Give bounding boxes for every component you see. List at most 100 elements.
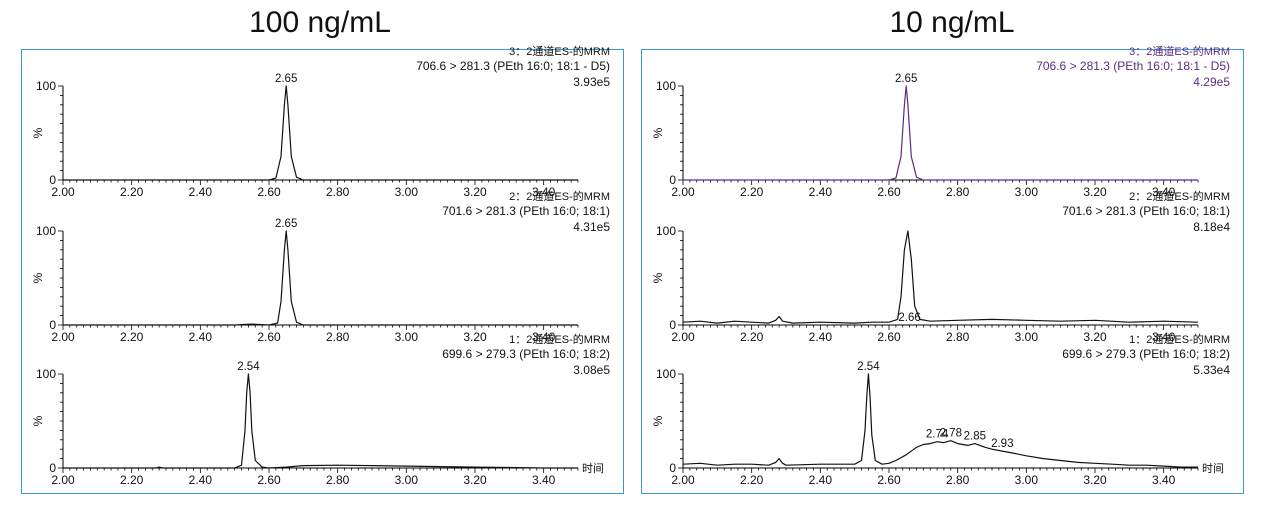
x-tick-label: 3.40 bbox=[532, 473, 556, 487]
x-tick-label: 2.40 bbox=[809, 185, 833, 199]
transition-label: 699.6 > 279.3 (PEth 16:0; 18:2) bbox=[442, 347, 610, 361]
x-tick-label: 2.60 bbox=[877, 473, 901, 487]
y-tick-label: 0 bbox=[669, 461, 676, 475]
x-tick-label: 2.60 bbox=[257, 185, 281, 199]
y-tick-label: 100 bbox=[656, 367, 676, 381]
trace-line bbox=[682, 373, 1198, 468]
chromatogram-trace-2: 2.00 2.20 2.40 2.60 2.80 3.00 3.20 3.40 0 100% 2.6… bbox=[31, 189, 610, 344]
y-tick-label: 100 bbox=[656, 224, 676, 238]
x-tick-label: 3.20 bbox=[1083, 185, 1107, 199]
x-tick-label: 2.60 bbox=[877, 185, 901, 199]
x-tick-label: 2.00 bbox=[671, 473, 695, 487]
x-tick-label: 3.00 bbox=[1015, 330, 1039, 344]
peak-label: 2.93 bbox=[991, 438, 1013, 450]
peak-label: 2.65 bbox=[895, 73, 917, 85]
x-tick-label: 2.80 bbox=[946, 473, 970, 487]
chromatogram-trace-1: 2.00 2.20 2.40 2.60 2.80 3.00 3.20 3.40 0 100% 2.6… bbox=[31, 44, 610, 199]
peak-label: 2.74 bbox=[926, 429, 949, 441]
x-tick-label: 2.20 bbox=[740, 330, 764, 344]
panel-title-left: 100 ng/mL bbox=[249, 6, 391, 39]
x-tick-label: 2.80 bbox=[946, 185, 970, 199]
x-tick-label: 3.20 bbox=[1083, 473, 1107, 487]
peak-label: 2.85 bbox=[964, 431, 986, 443]
channel-label: 3：2通道ES-的MRM bbox=[1129, 44, 1230, 58]
peak-label: 2.65 bbox=[275, 73, 297, 85]
intensity-label: 8.18e4 bbox=[1193, 220, 1230, 234]
x-tick-label: 2.80 bbox=[946, 330, 970, 344]
x-tick-label: 2.00 bbox=[51, 185, 75, 199]
x-tick-label: 3.20 bbox=[1083, 330, 1107, 344]
x-tick-label: 2.00 bbox=[51, 330, 75, 344]
chromatogram-trace-3: 2.00 2.20 2.40 2.60 2.80 3.00 3.20 3.40 0 100% 2.5… bbox=[31, 332, 610, 487]
peak-label: 2.66 bbox=[898, 312, 920, 324]
chromatogram-panel-right: 2.00 2.20 2.40 2.60 2.80 3.00 3.20 3.40 0 100% 2.6… bbox=[641, 44, 1244, 494]
y-tick-label: 0 bbox=[49, 461, 56, 475]
transition-label: 706.6 > 281.3 (PEth 16:0; 18:1 - D5) bbox=[1036, 59, 1230, 73]
y-tick-label: 0 bbox=[49, 318, 56, 332]
trace-line bbox=[682, 230, 1199, 324]
intensity-label: 3.93e5 bbox=[573, 75, 610, 89]
y-axis-label: % bbox=[31, 127, 45, 138]
intensity-label: 4.29e5 bbox=[1193, 75, 1230, 89]
y-axis-label: % bbox=[31, 272, 45, 283]
y-axis-label: % bbox=[651, 272, 665, 283]
y-tick-label: 100 bbox=[656, 79, 676, 93]
chromatogram-trace-2: 2.00 2.20 2.40 2.60 2.80 3.00 3.20 3.40 0 100% 2.6… bbox=[651, 189, 1230, 344]
x-tick-label: 3.40 bbox=[1152, 185, 1176, 199]
y-tick-label: 100 bbox=[36, 367, 56, 381]
chromatogram-trace-1: 2.00 2.20 2.40 2.60 2.80 3.00 3.20 3.40 0 100% 2.6… bbox=[651, 44, 1230, 199]
peak-label: 2.54 bbox=[237, 361, 260, 373]
chromatogram-svg-left: 2.00 2.20 2.40 2.60 2.80 3.00 3.20 3.40 0 100% 2.6… bbox=[31, 44, 610, 487]
x-tick-label: 3.20 bbox=[463, 473, 487, 487]
trace-line bbox=[63, 85, 578, 181]
x-tick-label: 2.20 bbox=[740, 185, 764, 199]
x-tick-label: 2.80 bbox=[326, 473, 350, 487]
chromatogram-panel-left: 2.00 2.20 2.40 2.60 2.80 3.00 3.20 3.40 0 100% 2.6… bbox=[21, 44, 624, 494]
peak-label: 2.54 bbox=[857, 361, 880, 373]
x-tick-label: 2.60 bbox=[257, 473, 281, 487]
transition-label: 699.6 > 279.3 (PEth 16:0; 18:2) bbox=[1062, 347, 1230, 361]
time-axis-label: 时间 bbox=[1202, 462, 1224, 475]
peak-label: 2.65 bbox=[275, 218, 297, 230]
x-tick-label: 3.20 bbox=[463, 185, 487, 199]
channel-label: 1：2通道ES-的MRM bbox=[509, 332, 610, 346]
x-tick-label: 2.20 bbox=[120, 185, 144, 199]
x-tick-label: 2.80 bbox=[326, 185, 350, 199]
x-tick-label: 3.00 bbox=[395, 473, 419, 487]
x-tick-label: 3.20 bbox=[463, 330, 487, 344]
transition-label: 701.6 > 281.3 (PEth 16:0; 18:1) bbox=[442, 204, 610, 218]
y-tick-label: 0 bbox=[49, 173, 56, 187]
y-tick-label: 100 bbox=[36, 224, 56, 238]
x-tick-label: 2.60 bbox=[877, 330, 901, 344]
x-tick-label: 3.40 bbox=[532, 330, 556, 344]
y-tick-label: 0 bbox=[669, 318, 676, 332]
channel-label: 2：2通道ES-的MRM bbox=[1129, 189, 1230, 203]
x-tick-label: 3.00 bbox=[1015, 185, 1039, 199]
x-tick-label: 2.00 bbox=[671, 185, 695, 199]
x-tick-label: 3.40 bbox=[1152, 473, 1176, 487]
intensity-label: 4.31e5 bbox=[573, 220, 610, 234]
trace-line bbox=[63, 230, 578, 326]
x-tick-label: 2.00 bbox=[51, 473, 75, 487]
y-tick-label: 0 bbox=[669, 173, 676, 187]
chromatogram-svg-right: 2.00 2.20 2.40 2.60 2.80 3.00 3.20 3.40 0 100% 2.6… bbox=[651, 44, 1230, 487]
channel-label: 1：2通道ES-的MRM bbox=[1129, 332, 1230, 346]
intensity-label: 3.08e5 bbox=[573, 363, 610, 377]
x-tick-label: 2.40 bbox=[189, 473, 213, 487]
trace-line bbox=[63, 373, 578, 469]
x-tick-label: 2.40 bbox=[809, 473, 833, 487]
x-tick-label: 2.20 bbox=[120, 330, 144, 344]
transition-label: 701.6 > 281.3 (PEth 16:0; 18:1) bbox=[1062, 204, 1230, 218]
channel-label: 2：2通道ES-的MRM bbox=[509, 189, 610, 203]
y-axis-label: % bbox=[31, 415, 45, 426]
x-tick-label: 2.40 bbox=[189, 330, 213, 344]
x-tick-label: 3.00 bbox=[395, 330, 419, 344]
x-tick-label: 3.40 bbox=[532, 185, 556, 199]
panel-title-right: 10 ng/mL bbox=[889, 6, 1015, 39]
x-tick-label: 2.20 bbox=[740, 473, 764, 487]
x-tick-label: 2.40 bbox=[809, 330, 833, 344]
chromatogram-trace-3: 2.00 2.20 2.40 2.60 2.80 3.00 3.20 3.40 0 100% 2.5… bbox=[651, 332, 1230, 487]
x-tick-label: 2.40 bbox=[189, 185, 213, 199]
x-tick-label: 3.40 bbox=[1152, 330, 1176, 344]
intensity-label: 5.33e4 bbox=[1193, 363, 1230, 377]
